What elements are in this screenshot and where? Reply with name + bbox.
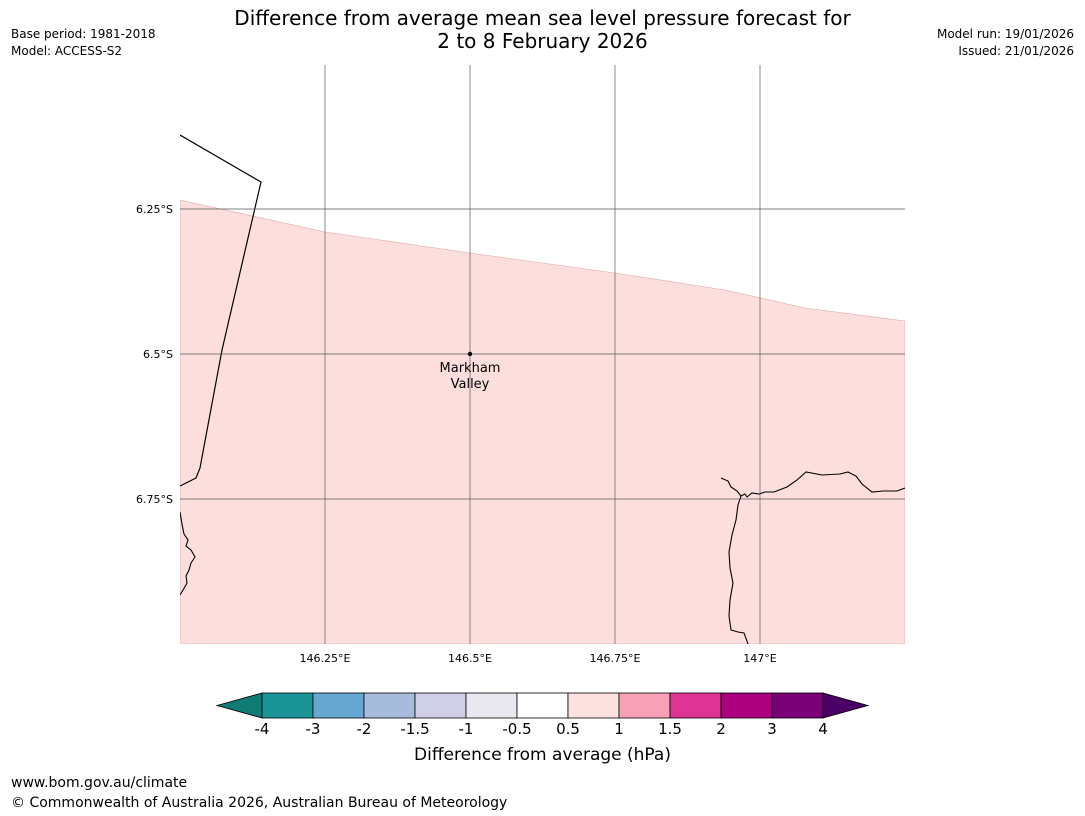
colorbar-tick-label: 3: [767, 720, 777, 738]
anomaly-region: [180, 199, 905, 644]
colorbar: -4 -3 -2 -1.5 -1 -0.5 0.5 1 1.5 2 3 4: [215, 692, 870, 738]
colorbar-extend-low: [215, 692, 263, 719]
y-tick-label: 6.5°S: [143, 348, 173, 361]
map-plot-area: Markham Valley 146.25°E 146.5°E 146.75°E…: [136, 65, 905, 665]
coastline-west: [180, 511, 196, 596]
colorbar-segment: [363, 692, 416, 719]
footer-url: www.bom.gov.au/climate: [11, 775, 188, 791]
colorbar-segment: [567, 692, 620, 719]
colorbar-tick-label: -3: [306, 720, 321, 738]
header-right: Model run: 19/01/2026 Issued: 21/01/2026: [937, 26, 1074, 60]
place-label-line-1: Markham: [440, 361, 501, 376]
colorbar-segment: [261, 692, 314, 719]
x-tick-label: 146.25°E: [300, 652, 351, 665]
gridlines: [180, 65, 905, 644]
colorbar-title: Difference from average (hPa): [414, 745, 671, 765]
colorbar-tick-label: -1: [459, 720, 474, 738]
province-boundary-line: [180, 134, 262, 487]
x-tick-label: 146.75°E: [590, 652, 641, 665]
colorbar-tick-label: -4: [255, 720, 270, 738]
colorbar-segment: [618, 692, 671, 719]
footer-copyright: © Commonwealth of Australia 2026, Austra…: [11, 795, 508, 811]
location-marker: [467, 351, 473, 357]
place-label-line-2: Valley: [451, 377, 490, 392]
colorbar-segment: [516, 692, 569, 719]
colorbar-segment: [771, 692, 824, 719]
colorbar-tick-label: -2: [357, 720, 372, 738]
title-line-2: 2 to 8 February 2026: [437, 29, 648, 53]
colorbar-tick-label: 2: [716, 720, 726, 738]
colorbar-tick-label: -1.5: [400, 720, 429, 738]
colorbar-segment: [312, 692, 365, 719]
title-line-1: Difference from average mean sea level p…: [234, 6, 851, 30]
coastline-east: [720, 471, 905, 644]
model-run: Model run: 19/01/2026: [936, 27, 1074, 41]
y-tick-label: 6.25°S: [136, 203, 173, 216]
colorbar-segment: [465, 692, 518, 719]
model-name: Model: ACCESS-S2: [11, 44, 123, 58]
colorbar-tick-label: -0.5: [502, 720, 531, 738]
base-period: Base period: 1981-2018: [11, 27, 156, 41]
colorbar-segment: [720, 692, 773, 719]
map-title: Difference from average mean sea level p…: [150, 7, 935, 53]
issued-date: Issued: 21/01/2026: [958, 44, 1074, 58]
x-tick-label: 147°E: [743, 652, 776, 665]
colorbar-tick-label: 1.5: [658, 720, 682, 738]
header-left: Base period: 1981-2018 Model: ACCESS-S2: [11, 26, 156, 60]
colorbar-tick-label: 1: [614, 720, 624, 738]
colorbar-segment: [669, 692, 722, 719]
colorbar-extend-high: [822, 692, 870, 719]
colorbar-tick-label: 0.5: [556, 720, 580, 738]
y-tick-label: 6.75°S: [136, 493, 173, 506]
colorbar-segment: [414, 692, 467, 719]
colorbar-tick-label: 4: [818, 720, 828, 738]
x-tick-label: 146.5°E: [448, 652, 492, 665]
